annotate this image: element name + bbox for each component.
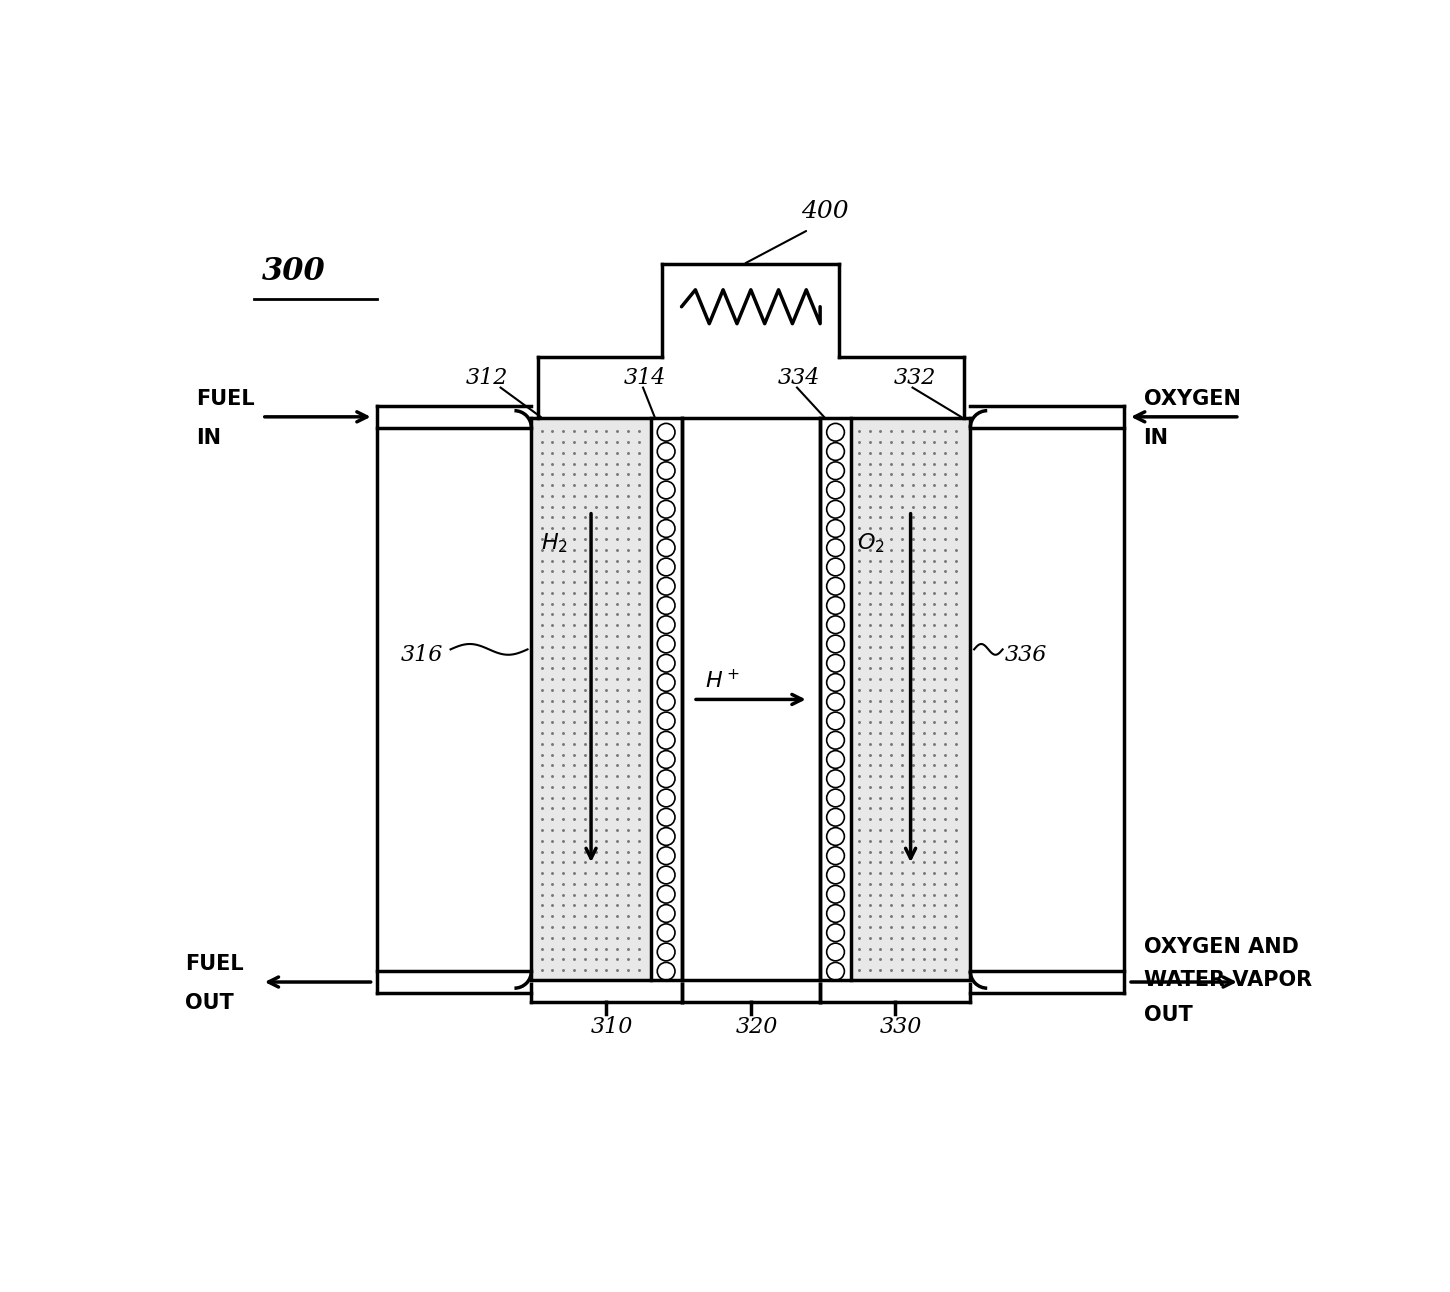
Bar <box>682 419 821 981</box>
Text: 314: 314 <box>624 367 666 389</box>
Text: OXYGEN: OXYGEN <box>1144 389 1240 410</box>
Text: $H_2$: $H_2$ <box>541 531 567 554</box>
Text: IN: IN <box>196 428 222 448</box>
Bar <box>851 419 970 981</box>
Text: 336: 336 <box>1005 643 1047 665</box>
Text: OXYGEN AND: OXYGEN AND <box>1144 937 1298 957</box>
Text: 330: 330 <box>880 1016 922 1037</box>
Bar <box>651 419 682 981</box>
Text: 320: 320 <box>735 1016 777 1037</box>
Text: 400: 400 <box>800 200 848 224</box>
Text: 334: 334 <box>777 367 821 389</box>
Text: 316: 316 <box>400 643 442 665</box>
Text: 300: 300 <box>262 256 326 287</box>
Text: FUEL: FUEL <box>196 389 255 410</box>
Text: FUEL: FUEL <box>186 955 244 974</box>
Text: $O_2$: $O_2$ <box>857 531 884 554</box>
Bar <box>531 419 651 981</box>
Text: WATER VAPOR: WATER VAPOR <box>1144 970 1312 990</box>
Text: 332: 332 <box>893 367 935 389</box>
Text: 310: 310 <box>592 1016 634 1037</box>
Text: OUT: OUT <box>186 994 233 1013</box>
Bar <box>821 419 851 981</box>
Text: OUT: OUT <box>1144 1004 1192 1025</box>
Text: $H^+$: $H^+$ <box>705 669 740 693</box>
Text: 312: 312 <box>465 367 509 389</box>
Text: IN: IN <box>1144 428 1169 448</box>
